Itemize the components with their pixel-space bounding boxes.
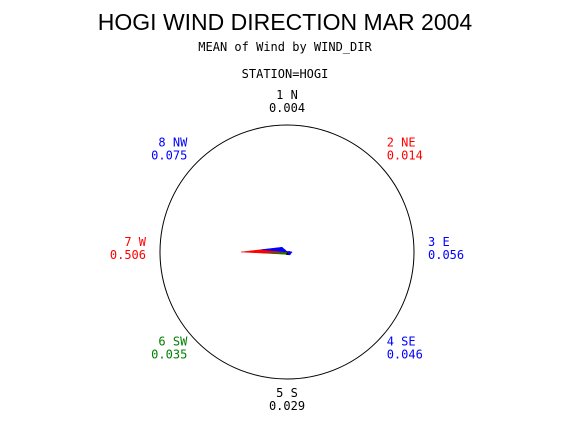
direction-label: 2 NE xyxy=(387,135,416,149)
direction-label: 3 E xyxy=(428,235,450,249)
direction-label: 1 N xyxy=(276,88,298,102)
direction-label: 7 W xyxy=(124,235,146,249)
value-label: 0.029 xyxy=(269,399,305,413)
direction-label: 4 SE xyxy=(387,335,416,349)
outer-circle xyxy=(159,124,415,380)
direction-label: 6 SW xyxy=(158,335,188,349)
star-wedge xyxy=(261,246,288,253)
value-label: 0.075 xyxy=(151,148,187,162)
direction-label: 8 NW xyxy=(158,135,188,149)
chart-subtitle: MEAN of Wind by WIND_DIR xyxy=(198,40,372,54)
value-label: 0.035 xyxy=(151,348,187,362)
group-label: STATION=HOGI xyxy=(242,67,329,81)
value-label: 0.014 xyxy=(387,148,423,162)
chart-title: HOGI WIND DIRECTION MAR 2004 xyxy=(98,9,473,35)
direction-label: 5 S xyxy=(276,386,298,400)
value-label: 0.004 xyxy=(269,101,305,115)
value-label: 0.046 xyxy=(387,348,423,362)
value-label: 0.506 xyxy=(110,248,146,262)
value-label: 0.056 xyxy=(428,248,464,262)
